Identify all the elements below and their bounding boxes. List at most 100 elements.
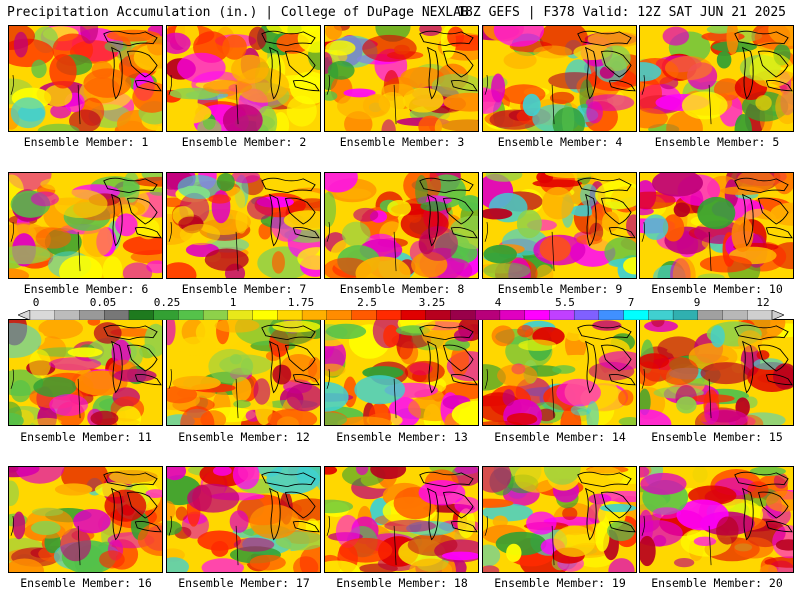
run-info: 18Z GEFS | F378 Valid: 12Z SAT JUN 21 20… [457, 5, 786, 20]
ensemble-member-map [324, 319, 479, 426]
colorbar-segment [227, 310, 254, 320]
ensemble-member-label: Ensemble Member: 9 [497, 282, 623, 296]
colorbar-segment [747, 310, 773, 320]
colorbar-tick-label: 0.05 [89, 296, 117, 309]
ensemble-member-label: Ensemble Member: 18 [336, 576, 468, 590]
colorbar-tick-label: 1 [229, 296, 237, 309]
colorbar-segment [252, 310, 278, 320]
precipitation-colorbar [18, 310, 784, 320]
ensemble-member-map [639, 172, 794, 279]
great-lakes-outline [168, 30, 320, 125]
ensemble-member-map [482, 319, 637, 426]
ensemble-member-label: Ensemble Member: 4 [497, 135, 623, 149]
great-lakes-outline [326, 30, 478, 125]
great-lakes-outline [326, 471, 478, 566]
colorbar-segment [376, 310, 402, 320]
colorbar-segment [351, 310, 377, 320]
colorbar-segment [29, 310, 56, 320]
colorbar-segment [301, 310, 328, 320]
great-lakes-outline [326, 324, 478, 419]
colorbar-segment [202, 310, 229, 320]
great-lakes-outline [484, 324, 636, 419]
great-lakes-outline [10, 324, 162, 419]
colorbar-segment [697, 310, 723, 320]
great-lakes-outline [168, 177, 320, 272]
ensemble-member-map [8, 319, 163, 426]
ensemble-member-map [639, 25, 794, 132]
ensemble-member-label: Ensemble Member: 2 [181, 135, 307, 149]
ensemble-member-map [166, 319, 321, 426]
colorbar-tick-label: 5.5 [555, 296, 575, 309]
colorbar-segment [524, 310, 550, 320]
ensemble-member-label: Ensemble Member: 10 [651, 282, 783, 296]
great-lakes-outline [484, 30, 636, 125]
ensemble-member-label: Ensemble Member: 12 [178, 430, 310, 444]
map-title: Precipitation Accumulation (in.) | Colle… [7, 5, 469, 20]
great-lakes-outline [10, 177, 162, 272]
colorbar-segment [400, 310, 427, 320]
colorbar-segment [648, 310, 674, 320]
ensemble-member-map [166, 466, 321, 573]
colorbar-segment [499, 310, 526, 320]
colorbar-tick-label: 0.25 [153, 296, 181, 309]
great-lakes-outline [168, 324, 320, 419]
ensemble-member-map [8, 466, 163, 573]
colorbar-segment [277, 310, 303, 320]
colorbar-tick-label: 0 [32, 296, 40, 309]
ensemble-member-label: Ensemble Member: 14 [494, 430, 626, 444]
ensemble-member-label: Ensemble Member: 7 [181, 282, 307, 296]
ensemble-member-map [8, 172, 163, 279]
colorbar-segment [573, 310, 600, 320]
colorbar-tick-label: 3.25 [418, 296, 446, 309]
colorbar-left-arrow [18, 310, 31, 320]
colorbar-right-arrow [771, 310, 784, 320]
ensemble-member-map [324, 172, 479, 279]
ensemble-member-map [166, 172, 321, 279]
colorbar-segment [450, 310, 476, 320]
great-lakes-outline [641, 30, 793, 125]
colorbar-segment [79, 310, 105, 320]
ensemble-member-map [482, 172, 637, 279]
colorbar-segment [672, 310, 699, 320]
ensemble-member-map [639, 466, 794, 573]
great-lakes-outline [168, 471, 320, 566]
colorbar-segment [623, 310, 649, 320]
great-lakes-outline [326, 177, 478, 272]
great-lakes-outline [484, 471, 636, 566]
colorbar-tick-label: 9 [693, 296, 701, 309]
colorbar-tick-label: 1.75 [287, 296, 315, 309]
ensemble-member-map [8, 25, 163, 132]
colorbar-segment [598, 310, 625, 320]
colorbar-segment [425, 310, 451, 320]
great-lakes-outline [641, 177, 793, 272]
ensemble-member-map [639, 319, 794, 426]
great-lakes-outline [641, 471, 793, 566]
colorbar-segment [549, 310, 575, 320]
ensemble-member-map [482, 25, 637, 132]
colorbar-segment [326, 310, 352, 320]
ensemble-member-label: Ensemble Member: 17 [178, 576, 310, 590]
colorbar-segment [128, 310, 155, 320]
ensemble-member-label: Ensemble Member: 8 [339, 282, 465, 296]
colorbar-segment [153, 310, 179, 320]
ensemble-member-map [482, 466, 637, 573]
colorbar-segment [104, 310, 130, 320]
colorbar-segment [54, 310, 80, 320]
ensemble-member-label: Ensemble Member: 16 [20, 576, 152, 590]
ensemble-member-label: Ensemble Member: 15 [651, 430, 783, 444]
great-lakes-outline [10, 471, 162, 566]
ensemble-member-map [324, 466, 479, 573]
ensemble-member-label: Ensemble Member: 20 [651, 576, 783, 590]
colorbar-tick-label: 2.5 [357, 296, 377, 309]
ensemble-member-label: Ensemble Member: 19 [494, 576, 626, 590]
colorbar-segment [475, 310, 501, 320]
ensemble-member-map [166, 25, 321, 132]
ensemble-member-label: Ensemble Member: 11 [20, 430, 152, 444]
colorbar-segment [178, 310, 204, 320]
ensemble-member-label: Ensemble Member: 13 [336, 430, 468, 444]
colorbar-tick-label: 7 [627, 296, 635, 309]
colorbar-tick-label: 12 [756, 296, 770, 309]
colorbar-segment [722, 310, 748, 320]
great-lakes-outline [641, 324, 793, 419]
colorbar-tick-label: 4 [494, 296, 502, 309]
